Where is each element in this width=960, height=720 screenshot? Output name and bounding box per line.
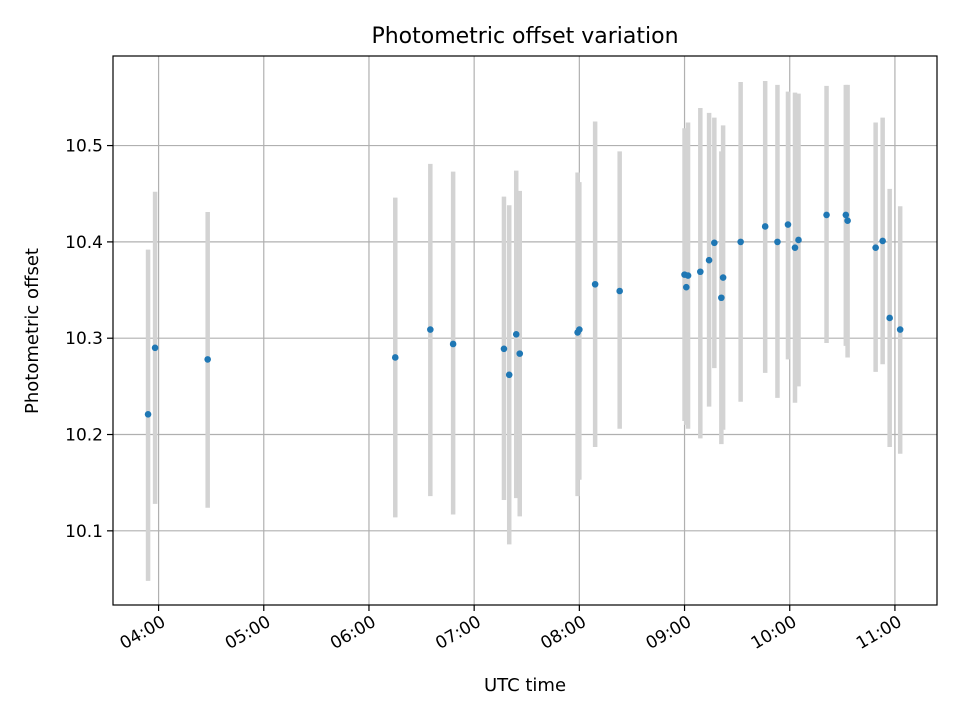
y-axis-label: Photometric offset [22, 248, 43, 414]
data-point [795, 236, 802, 244]
data-point [516, 350, 524, 357]
plot-frame [112, 55, 938, 606]
data-point [791, 244, 799, 251]
x-axis-label: UTC time [484, 675, 566, 696]
errorbar-layer [145, 81, 903, 581]
data-point [391, 354, 399, 361]
y-tick-label: 10.2 [65, 426, 103, 446]
data-point [505, 371, 513, 379]
data-point [204, 356, 211, 363]
data-point [842, 211, 850, 219]
x-tick-label: 04:00 [117, 612, 169, 654]
data-point [512, 331, 520, 338]
point-layer [144, 211, 904, 418]
x-tick-label: 08:00 [537, 612, 589, 654]
data-point [151, 344, 159, 352]
x-tick-label: 09:00 [643, 612, 695, 654]
data-point [591, 280, 599, 288]
x-tick-label: 06:00 [327, 612, 379, 654]
data-point [872, 244, 879, 251]
data-point [879, 237, 886, 245]
data-point [697, 268, 704, 276]
data-point [784, 221, 792, 228]
data-point [427, 326, 434, 333]
data-point [774, 238, 781, 246]
y-tick-label: 10.5 [65, 137, 103, 157]
data-point [684, 272, 692, 279]
data-point [719, 274, 727, 281]
grid-layer [113, 56, 937, 605]
data-point [711, 239, 718, 247]
data-point [761, 223, 769, 230]
y-tick-label: 10.1 [65, 522, 103, 542]
x-tick-label: 11:00 [853, 612, 905, 654]
data-point [616, 287, 623, 295]
y-tick-label: 10.3 [65, 329, 103, 349]
y-tick-label: 10.4 [65, 233, 103, 253]
x-tick-label: 07:00 [432, 612, 484, 654]
data-point [144, 410, 152, 418]
x-tick-label: 05:00 [222, 612, 274, 654]
data-point [576, 326, 583, 333]
data-point [682, 283, 690, 291]
chart-title: Photometric offset variation [371, 24, 678, 49]
x-tick-label: 10:00 [748, 612, 800, 654]
data-point [823, 211, 830, 219]
data-point [844, 217, 851, 224]
data-point [896, 326, 904, 333]
data-point [718, 294, 725, 302]
data-point [449, 340, 457, 348]
data-point [886, 314, 893, 322]
data-point [705, 256, 713, 264]
data-point [500, 345, 508, 353]
data-point [737, 238, 744, 246]
